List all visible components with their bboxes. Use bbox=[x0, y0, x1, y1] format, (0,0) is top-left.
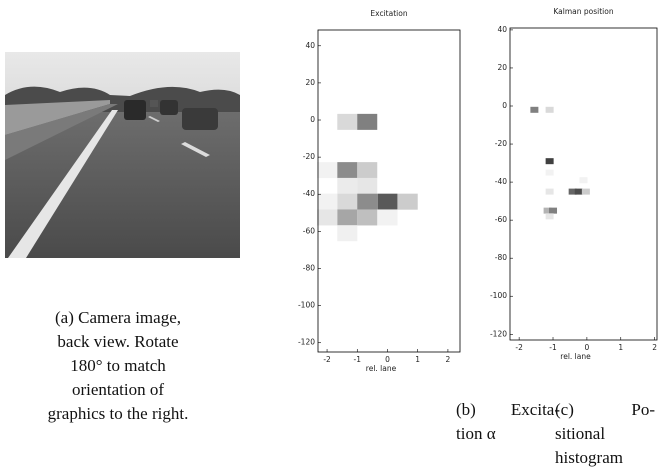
y-tick-label: 20 bbox=[305, 78, 315, 87]
x-tick-label: -1 bbox=[354, 355, 362, 364]
y-tick-label: -120 bbox=[490, 329, 507, 338]
y-tick-label: -60 bbox=[495, 215, 507, 224]
x-tick-label: 2 bbox=[652, 343, 657, 352]
y-tick-label: -20 bbox=[303, 152, 315, 161]
cell bbox=[377, 209, 397, 225]
camera-image bbox=[5, 52, 240, 258]
y-tick-label: -100 bbox=[298, 301, 315, 310]
cell bbox=[317, 162, 337, 178]
cell bbox=[398, 194, 418, 210]
y-tick-label: 0 bbox=[310, 115, 315, 124]
y-tick-label: 0 bbox=[502, 101, 507, 110]
cell bbox=[377, 194, 397, 210]
y-tick-label: 40 bbox=[305, 41, 315, 50]
chart-title: Excitation bbox=[370, 9, 407, 18]
cell bbox=[317, 209, 337, 225]
cell bbox=[337, 162, 357, 178]
cell bbox=[337, 114, 357, 130]
cell bbox=[546, 189, 554, 195]
cell bbox=[546, 158, 554, 164]
x-tick-label: 0 bbox=[385, 355, 390, 364]
caption-line: orientation of bbox=[5, 378, 231, 402]
cell bbox=[337, 225, 357, 241]
y-tick-label: -100 bbox=[490, 291, 507, 300]
x-axis-label: rel. lane bbox=[560, 352, 591, 361]
caption-line: back view. Rotate bbox=[5, 330, 231, 354]
x-tick-label: -1 bbox=[549, 343, 557, 352]
y-tick-label: -80 bbox=[495, 253, 507, 262]
caption-line: graphics to the right. bbox=[5, 402, 231, 426]
cell bbox=[337, 209, 357, 225]
y-tick-label: 40 bbox=[497, 25, 507, 34]
y-tick-label: -120 bbox=[298, 338, 315, 347]
caption-line: sitional bbox=[555, 422, 655, 446]
caption-b: (b) Excita-tion α bbox=[456, 398, 560, 446]
caption-line: histogram bbox=[555, 446, 655, 470]
x-tick-label: 0 bbox=[584, 343, 589, 352]
caption-line: 180° to match bbox=[5, 354, 231, 378]
caption-line: (a) Camera image, bbox=[5, 306, 231, 330]
axes-box bbox=[510, 28, 657, 340]
caption-line: tion α bbox=[456, 422, 560, 446]
cell bbox=[357, 114, 377, 130]
cell bbox=[357, 178, 377, 194]
cell bbox=[575, 189, 583, 195]
chart-title: Kalman position bbox=[553, 7, 613, 16]
cell bbox=[546, 170, 554, 176]
x-axis-label: rel. lane bbox=[366, 364, 397, 373]
cell bbox=[546, 107, 554, 113]
cell bbox=[530, 107, 538, 113]
cell bbox=[357, 162, 377, 178]
x-tick-label: 1 bbox=[618, 343, 623, 352]
cell bbox=[546, 213, 554, 219]
x-tick-label: 1 bbox=[415, 355, 420, 364]
y-tick-label: -40 bbox=[303, 189, 315, 198]
cell bbox=[337, 194, 357, 210]
cell bbox=[580, 177, 588, 183]
cell bbox=[549, 208, 557, 214]
y-tick-label: -40 bbox=[495, 177, 507, 186]
y-tick-label: -60 bbox=[303, 226, 315, 235]
cell bbox=[337, 178, 357, 194]
page: Excitation40200-20-40-60-80-100-120-2-10… bbox=[0, 0, 658, 472]
y-tick-label: -20 bbox=[495, 139, 507, 148]
cell bbox=[357, 209, 377, 225]
caption-line: (b) Excita- bbox=[456, 398, 560, 422]
cell bbox=[317, 194, 337, 210]
y-tick-label: -80 bbox=[303, 263, 315, 272]
x-tick-label: -2 bbox=[323, 355, 331, 364]
x-tick-label: 2 bbox=[446, 355, 451, 364]
y-tick-label: 20 bbox=[497, 63, 507, 72]
caption-line: (c) Po- bbox=[555, 398, 655, 422]
cell bbox=[357, 194, 377, 210]
cell bbox=[582, 189, 590, 195]
x-tick-label: -2 bbox=[515, 343, 523, 352]
